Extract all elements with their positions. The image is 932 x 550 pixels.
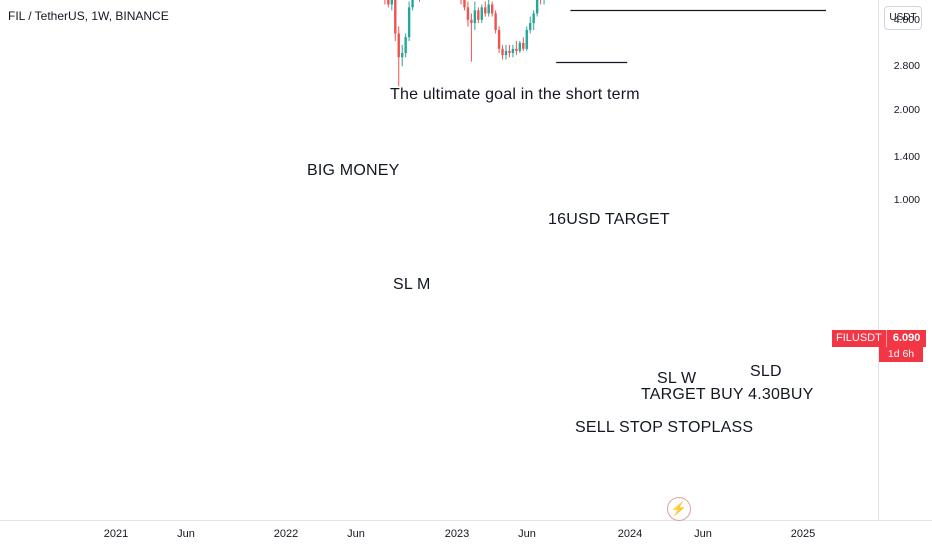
annotation-label[interactable]: 16USD TARGET [548, 211, 670, 228]
time-tick-label: 2021 [103, 528, 129, 540]
candle-body [490, 4, 494, 14]
candle-body [522, 42, 525, 49]
candle-body [525, 29, 528, 49]
candle-body [501, 48, 504, 56]
time-tick-label: 2022 [273, 528, 299, 540]
time-tick-label: Jun [694, 528, 712, 540]
symbol-title: FIL / TetherUS, 1W, BINANCE [8, 9, 169, 23]
candle-body [387, 0, 390, 5]
price-tick-label: 4.000 [893, 13, 920, 26]
price-tick-label: 2.800 [893, 60, 920, 73]
candle-body [504, 50, 508, 56]
candle-body [394, 0, 397, 34]
candle-body [463, 0, 466, 8]
price-tick-label: 2.000 [893, 104, 920, 117]
candle-body [473, 10, 477, 24]
candle-body [404, 37, 407, 53]
candle-body [494, 13, 497, 30]
currency-button[interactable]: USDT [884, 6, 922, 30]
price-tag-value: 6.090 [892, 332, 921, 344]
annotation-label[interactable]: SL W [657, 370, 697, 387]
annotation-label[interactable]: SELL STOP STOPLASS [575, 419, 754, 436]
candle-body [477, 10, 480, 20]
candle-body [466, 7, 470, 20]
annotation-label[interactable]: BIG MONEY [307, 162, 400, 179]
candle-body [470, 19, 473, 24]
candle-body [508, 50, 511, 53]
candle-body [484, 7, 487, 14]
candle-body [515, 48, 518, 51]
candle-body [535, 0, 539, 14]
price-tag-symbol: FILUSDT [832, 330, 887, 347]
candle-body [407, 7, 411, 38]
candle-body [487, 4, 490, 14]
time-tick-label: 2023 [444, 528, 470, 540]
price-tick-label: 1.000 [893, 194, 920, 207]
candle-body [397, 33, 400, 58]
lightning-bolt-icon[interactable]: ⚡ [667, 497, 691, 521]
candle-body [532, 13, 535, 24]
annotation-label[interactable]: SL M [393, 276, 431, 293]
annotation-label[interactable]: The ultimate goal in the short term [390, 86, 640, 103]
candle-body [480, 7, 483, 20]
candle-body [401, 52, 404, 58]
current-price-tag: FILUSDT 6.090 [832, 330, 927, 347]
bar-countdown: 1d 6h [879, 347, 923, 362]
candle-body [497, 29, 501, 49]
price-tick-label: 1.400 [893, 150, 920, 163]
time-tick-label: Jun [347, 528, 365, 540]
time-tick-label: 2025 [790, 528, 816, 540]
annotation-label[interactable]: SLD [750, 363, 782, 380]
candle-body [411, 0, 414, 8]
candle-body [518, 42, 522, 51]
time-tick-label: 2024 [617, 528, 643, 540]
candle-body [511, 48, 515, 53]
annotation-label[interactable]: TARGET BUY 4.30BUY [641, 386, 814, 403]
candle-body [529, 23, 532, 30]
candle-body [390, 0, 394, 5]
time-tick-label: Jun [177, 528, 195, 540]
time-tick-label: Jun [518, 528, 536, 540]
